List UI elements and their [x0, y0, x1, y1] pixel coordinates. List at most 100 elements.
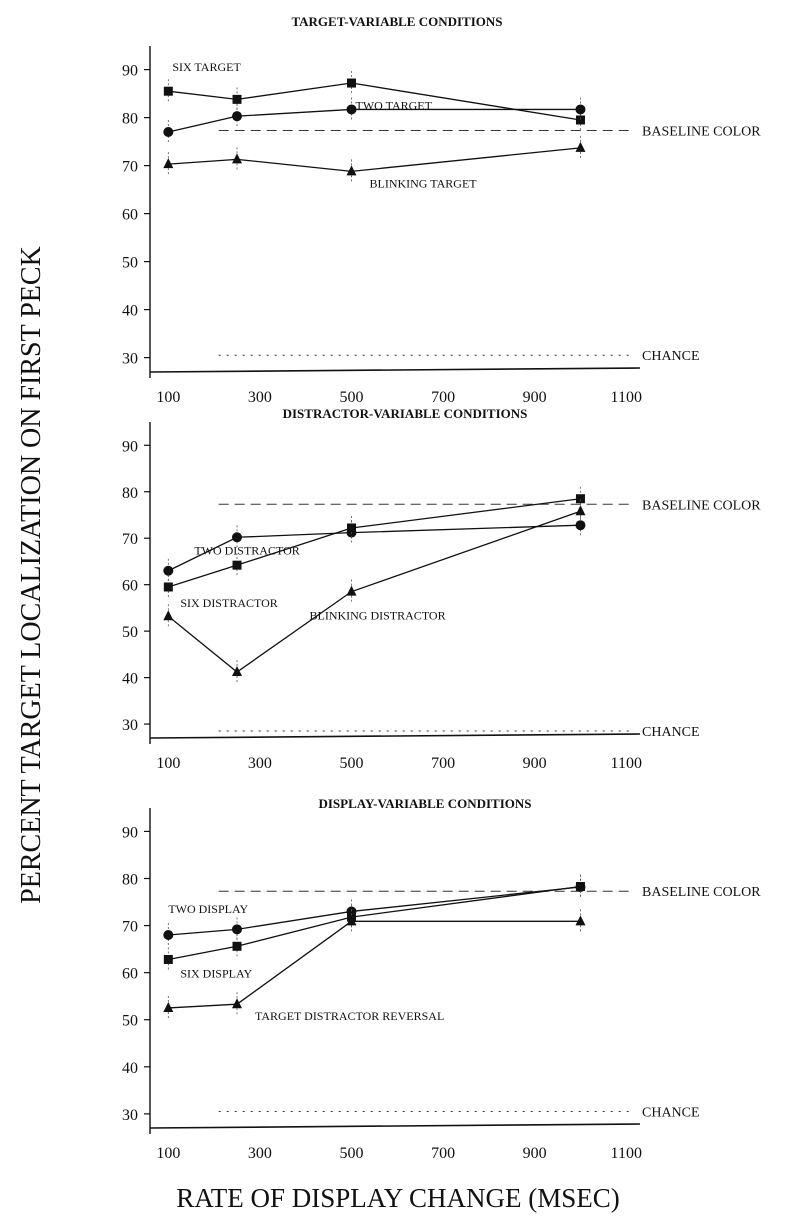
- data-point-square: [232, 94, 242, 104]
- series-label: SIX TARGET: [172, 60, 241, 74]
- figure-y-axis-label: PERCENT TARGET LOCALIZATION ON FIRST PEC…: [16, 246, 47, 904]
- y-tick-label: 40: [122, 1060, 138, 1077]
- data-point-circle: [163, 565, 174, 576]
- x-tick-label: 900: [523, 755, 547, 772]
- data-point-square: [346, 78, 356, 88]
- data-point-circle: [575, 520, 586, 531]
- data-point-circle: [575, 104, 586, 115]
- data-point-circle: [163, 929, 174, 940]
- data-point-circle: [232, 111, 243, 122]
- x-tick-label: 500: [339, 1145, 363, 1162]
- x-tick-label: 300: [248, 389, 272, 406]
- y-tick-label: 50: [122, 624, 138, 641]
- data-point-triangle: [163, 158, 174, 169]
- data-point-circle: [232, 924, 243, 935]
- x-axis-line: [149, 733, 641, 739]
- chart-panel-3: DISPLAY-VARIABLE CONDITIONS 30 40 50 60 70 80 9…: [122, 796, 761, 1162]
- data-point-square: [575, 115, 585, 125]
- chart-panels: TARGET-VARIABLE CONDITIONS 30 40 50 60 70 80 90…: [122, 14, 761, 1162]
- reference-line-label: BASELINE COLOR: [642, 885, 761, 900]
- data-point-square: [163, 86, 173, 96]
- series-line: [167, 510, 581, 673]
- y-tick-label: 70: [122, 159, 138, 176]
- x-axis-line: [149, 367, 641, 373]
- y-tick-label: 80: [122, 485, 138, 502]
- data-point-triangle: [232, 153, 243, 164]
- x-tick-label: 100: [156, 1145, 180, 1162]
- x-tick-label: 1100: [611, 1145, 642, 1162]
- y-tick-label: 90: [122, 63, 138, 80]
- series-line: [168, 920, 581, 1009]
- data-point-triangle: [346, 585, 357, 596]
- series-label: SIX DISPLAY: [180, 966, 252, 980]
- y-tick-label: 60: [122, 578, 138, 595]
- x-tick-label: 100: [156, 389, 180, 406]
- y-tick-label: 90: [122, 438, 138, 455]
- data-point-triangle: [575, 141, 586, 152]
- data-point-triangle: [163, 1001, 174, 1012]
- x-axis-line: [149, 1123, 641, 1129]
- x-tick-label: 700: [431, 389, 455, 406]
- x-tick-label: 500: [339, 755, 363, 772]
- series-label: TWO TARGET: [355, 98, 432, 112]
- data-point-square: [346, 523, 356, 533]
- y-tick-label: 40: [122, 671, 138, 688]
- y-tick-label: 60: [122, 207, 138, 224]
- data-point-triangle: [346, 915, 357, 926]
- series-line: [168, 108, 581, 133]
- series-label: TARGET DISTRACTOR REVERSAL: [255, 1009, 444, 1023]
- chart-title: DISTRACTOR-VARIABLE CONDITIONS: [283, 406, 528, 421]
- series-label: BLINKING DISTRACTOR: [309, 609, 445, 623]
- x-tick-label: 1100: [611, 389, 642, 406]
- data-point-triangle: [575, 915, 586, 926]
- chart-panel-2: DISTRACTOR-VARIABLE CONDITIONS 30 40 50 60 70…: [122, 406, 761, 772]
- data-point-square: [575, 881, 585, 891]
- x-tick-label: 300: [248, 1145, 272, 1162]
- data-point-triangle: [232, 998, 243, 1009]
- x-tick-label: 900: [523, 389, 547, 406]
- y-tick-label: 60: [122, 966, 138, 983]
- series-label: BLINKING TARGET: [369, 176, 477, 190]
- chart-title: TARGET-VARIABLE CONDITIONS: [291, 14, 502, 29]
- chart-title: DISPLAY-VARIABLE CONDITIONS: [318, 796, 531, 811]
- x-tick-label: 700: [431, 755, 455, 772]
- x-tick-label: 1100: [611, 755, 642, 772]
- reference-line-label: CHANCE: [642, 1106, 700, 1121]
- x-tick-label: 100: [156, 755, 180, 772]
- y-tick-label: 70: [122, 919, 138, 936]
- x-tick-label: 700: [431, 1145, 455, 1162]
- data-point-triangle: [575, 505, 586, 516]
- data-point-square: [232, 560, 242, 570]
- x-tick-label: 900: [523, 1145, 547, 1162]
- data-point-circle: [346, 104, 357, 115]
- data-point-square: [163, 582, 173, 592]
- x-tick-label: 300: [248, 755, 272, 772]
- data-point-square: [232, 941, 242, 951]
- data-point-circle: [232, 532, 243, 543]
- y-tick-label: 70: [122, 531, 138, 548]
- series-line: [168, 82, 581, 121]
- y-tick-label: 30: [122, 717, 138, 734]
- y-tick-label: 40: [122, 303, 138, 320]
- y-tick-label: 90: [122, 824, 138, 841]
- y-tick-label: 30: [122, 1107, 138, 1124]
- y-tick-label: 80: [122, 871, 138, 888]
- series-line: [168, 885, 581, 961]
- series-label: SIX DISTRACTOR: [180, 596, 277, 610]
- chart-panel-1: TARGET-VARIABLE CONDITIONS 30 40 50 60 70 80 90…: [122, 14, 761, 406]
- reference-line-label: BASELINE COLOR: [642, 498, 761, 513]
- series-line: [168, 498, 581, 588]
- data-point-square: [163, 954, 173, 964]
- series-line: [168, 524, 581, 572]
- y-tick-label: 50: [122, 255, 138, 272]
- y-tick-label: 50: [122, 1013, 138, 1030]
- reference-line-label: BASELINE COLOR: [642, 125, 761, 140]
- series-line: [168, 886, 581, 936]
- series-label: TWO DISPLAY: [168, 902, 248, 916]
- data-point-circle: [163, 127, 174, 137]
- data-point-triangle: [163, 610, 174, 621]
- series-line: [168, 147, 581, 173]
- series-label: TWO DISTRACTOR: [194, 544, 299, 558]
- reference-line-label: CHANCE: [642, 725, 700, 740]
